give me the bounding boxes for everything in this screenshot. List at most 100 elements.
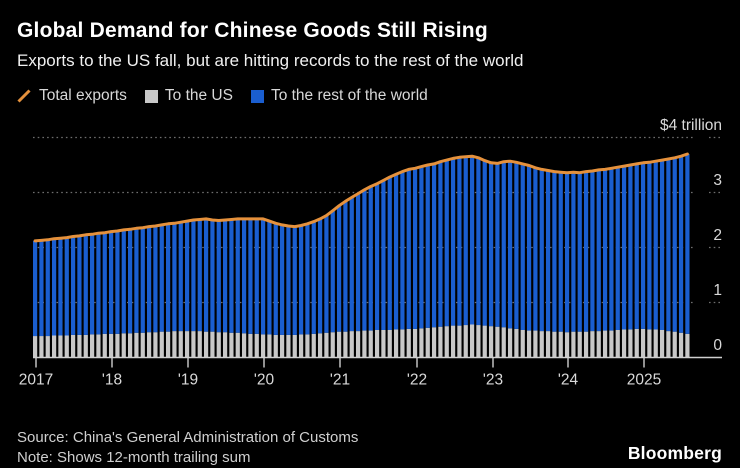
bar-us <box>70 334 76 358</box>
bar-rest-of-world <box>590 171 595 332</box>
bar-rest-of-world <box>222 220 228 333</box>
bar-rest-of-world <box>476 157 481 326</box>
bar-rest-of-world <box>647 162 652 330</box>
bar-us <box>685 333 690 358</box>
y-axis-label: $4 trillion <box>660 117 722 134</box>
bar-us <box>298 334 304 358</box>
bar-us <box>305 334 310 358</box>
bar-us <box>222 332 228 358</box>
bar-us <box>273 334 278 358</box>
bar-us <box>292 334 297 358</box>
bar-us <box>495 326 500 358</box>
y-axis-labels: 0 1 2 3 $4 trillion <box>660 117 722 354</box>
x-tick-label: 2017 <box>19 372 53 389</box>
bar-rest-of-world <box>33 240 38 337</box>
bar-rest-of-world <box>235 218 240 333</box>
bar-us <box>191 331 196 358</box>
bar-rest-of-world <box>267 221 272 335</box>
bar-us <box>393 329 399 358</box>
bar-us <box>45 336 50 358</box>
bar-rest-of-world <box>444 160 449 327</box>
bar-rest-of-world <box>659 160 665 330</box>
stacked-bars <box>33 154 690 358</box>
bar-us <box>647 329 652 358</box>
bar-us <box>355 331 361 358</box>
bar-us <box>507 328 513 358</box>
bar-rest-of-world <box>241 218 247 334</box>
bar-rest-of-world <box>178 222 183 332</box>
bar-us <box>552 331 557 358</box>
bar-rest-of-world <box>172 223 177 332</box>
x-tick-label: '24 <box>558 372 579 389</box>
chart-title: Global Demand for Chinese Goods Still Ri… <box>17 19 488 42</box>
bar-us <box>127 333 133 358</box>
bar-rest-of-world <box>311 221 316 334</box>
bar-us <box>210 331 215 358</box>
bar-rest-of-world <box>45 239 50 337</box>
bar-rest-of-world <box>666 158 671 332</box>
bar-rest-of-world <box>273 223 278 335</box>
bar-us <box>615 330 620 358</box>
bar-rest-of-world <box>514 162 519 329</box>
bar-rest-of-world <box>507 161 513 329</box>
bar-us <box>640 328 646 358</box>
bar-us <box>184 331 190 358</box>
bar-rest-of-world <box>583 171 589 332</box>
bar-us <box>583 331 589 358</box>
bar-us <box>286 334 291 358</box>
bar-rest-of-world <box>127 229 133 334</box>
legend: Total exports To the US To the rest of t… <box>16 87 428 105</box>
total-line <box>33 152 689 243</box>
bar-rest-of-world <box>596 169 601 332</box>
bar-rest-of-world <box>210 220 215 332</box>
bar-rest-of-world <box>324 215 329 333</box>
bar-rest-of-world <box>533 167 538 331</box>
bar-rest-of-world <box>83 234 88 335</box>
bar-rest-of-world <box>254 218 259 334</box>
bar-us <box>450 325 456 358</box>
bar-us <box>121 333 126 358</box>
bar-us <box>469 324 475 358</box>
legend-item-rest-of-world: To the rest of the world <box>250 87 428 105</box>
bar-rest-of-world <box>374 183 380 330</box>
bar-us <box>260 334 266 358</box>
bar-rest-of-world <box>469 156 475 325</box>
bar-us <box>311 333 316 358</box>
bar-us <box>248 333 253 358</box>
bar-rest-of-world <box>495 163 500 327</box>
source-text: Source: China's General Administration o… <box>17 429 359 446</box>
bar-us <box>501 327 506 358</box>
bar-us <box>482 325 487 358</box>
bar-us <box>39 336 44 358</box>
bar-us <box>602 330 608 358</box>
y-axis-label: 0 <box>713 337 722 354</box>
bar-us <box>108 333 114 358</box>
bar-us <box>590 331 595 358</box>
bar-us <box>374 330 380 358</box>
bar-us <box>178 331 183 358</box>
bar-rest-of-world <box>159 224 164 332</box>
bar-us <box>476 325 481 358</box>
bar-us <box>172 331 177 358</box>
bar-us <box>229 332 234 358</box>
bar-us <box>102 333 107 358</box>
orange-slash-icon <box>17 89 31 103</box>
bar-us <box>621 329 627 358</box>
bar-us <box>83 334 88 358</box>
bar-us <box>134 332 139 358</box>
bar-rest-of-world <box>520 163 525 330</box>
gray-square-icon <box>144 89 158 103</box>
bar-us <box>77 334 82 358</box>
bar-us <box>628 329 633 358</box>
x-tick-label: '19 <box>178 372 198 389</box>
bar-rest-of-world <box>615 167 620 330</box>
bar-rest-of-world <box>438 161 443 327</box>
bar-us <box>564 332 570 358</box>
bar-rest-of-world <box>317 218 323 334</box>
bar-rest-of-world <box>482 160 487 326</box>
bar-us <box>235 332 240 358</box>
bar-us <box>153 332 158 358</box>
x-tick-label: '22 <box>407 372 427 389</box>
bar-us <box>267 334 272 358</box>
